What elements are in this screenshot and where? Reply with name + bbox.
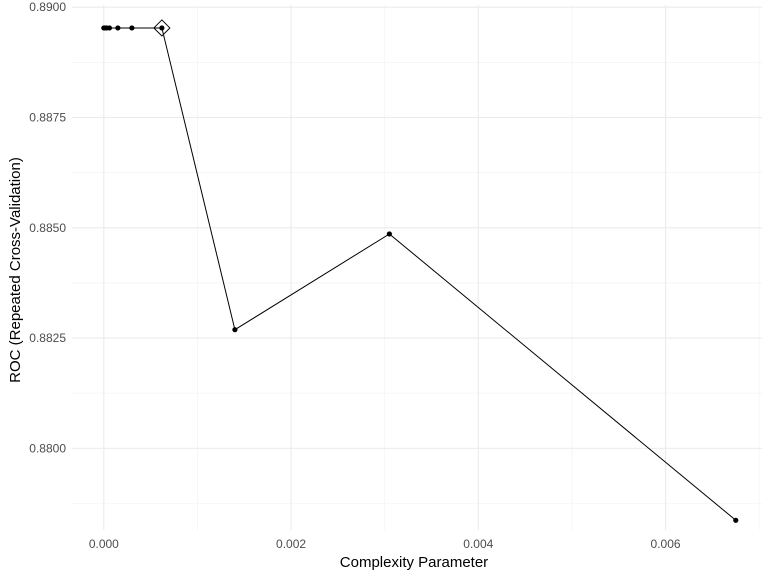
data-point [106,25,113,31]
best-point-diamond-marker [153,19,171,37]
y-tick-label: 0.8800 [29,441,66,455]
tick-labels: 0.000 0.002 0.004 0.006 0.8800 0.8825 0.8850 0.… [29,0,681,551]
x-axis-title: Complexity Parameter [340,554,488,571]
series-line [103,27,737,521]
data-point [733,517,739,523]
y-axis-title: ROC (Repeated Cross-Validation) [7,157,24,383]
data-point [129,25,135,31]
x-tick-label: 0.006 [651,537,681,551]
y-tick-label: 0.8825 [29,331,66,345]
x-tick-label: 0.002 [276,537,306,551]
data-point [159,25,165,31]
y-tick-label: 0.8850 [29,221,66,235]
grid-lines [72,5,762,530]
data-point [232,327,238,333]
x-tick-label: 0.004 [463,537,493,551]
x-tick-label: 0.000 [89,537,119,551]
y-tick-label: 0.8875 [29,111,66,125]
data-point [386,231,392,237]
series-layer [101,19,739,523]
data-point [115,25,121,31]
y-tick-label: 0.8900 [29,0,66,14]
